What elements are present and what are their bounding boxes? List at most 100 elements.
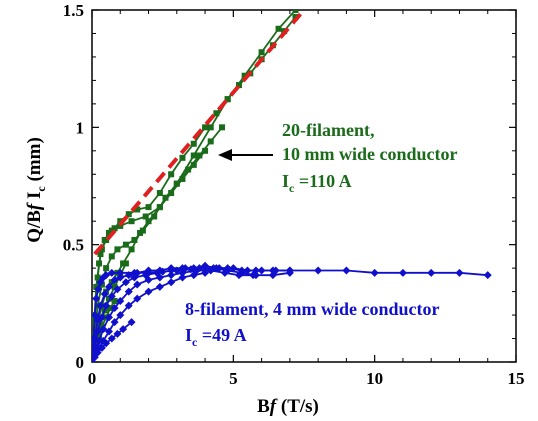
data-point [144, 275, 153, 284]
data-point [93, 327, 102, 336]
data-point [107, 305, 114, 312]
x-tick-label: 10 [366, 369, 383, 388]
data-point [268, 271, 277, 280]
data-point [178, 268, 187, 277]
data-point [128, 246, 135, 253]
data-point [258, 49, 265, 56]
data-point [167, 266, 176, 275]
data-point [110, 275, 119, 284]
data-point [105, 229, 112, 236]
data-point [103, 265, 110, 272]
data-point [121, 278, 130, 287]
y-axis-label: Q/Bf Ic (mm) [24, 137, 48, 243]
data-point [144, 287, 153, 296]
data-point [96, 301, 105, 310]
x-tick-label: 0 [88, 369, 97, 388]
data-point [94, 274, 101, 281]
data-point [125, 211, 132, 218]
data-point [190, 152, 197, 159]
data-point [105, 295, 112, 302]
data-point [202, 147, 209, 154]
x-tick-label: 5 [229, 369, 238, 388]
data-point [168, 171, 175, 178]
data-point [133, 280, 142, 289]
data-point [185, 166, 192, 173]
x-axis-label: Bf (T/s) [257, 396, 319, 417]
data-point [107, 292, 116, 301]
data-point [292, 10, 299, 13]
data-point [119, 325, 128, 334]
y-tick-label: 0 [76, 353, 85, 372]
data-point [127, 318, 136, 327]
data-point [104, 327, 113, 336]
data-point [116, 268, 125, 277]
data-point [116, 273, 125, 282]
data-point [455, 268, 464, 277]
data-point [110, 318, 119, 327]
plot-area [91, 9, 517, 363]
data-point [94, 285, 103, 294]
data-point [117, 218, 124, 225]
data-point [202, 124, 209, 131]
data-point [168, 190, 175, 197]
data-point [156, 190, 163, 197]
data-point [179, 154, 186, 161]
data-point [137, 229, 144, 236]
data-point [124, 287, 133, 296]
data-point [102, 271, 111, 280]
data-point [483, 271, 492, 280]
data-point [155, 273, 164, 282]
data-point [110, 304, 119, 313]
data-point [314, 266, 323, 275]
data-point [116, 311, 125, 320]
data-point [131, 236, 138, 243]
data-point [111, 297, 118, 304]
data-point [102, 301, 111, 310]
data-point [189, 271, 198, 280]
y-tick-label: 0.5 [63, 236, 84, 255]
data-point [102, 339, 111, 348]
data-point [107, 268, 116, 277]
data-point [133, 294, 142, 303]
data-point [142, 213, 149, 220]
data-point [104, 282, 113, 291]
data-point [124, 301, 133, 310]
annotation-blue-line1: 8-filament, 4 mm wide conductor [185, 299, 439, 319]
data-point [92, 311, 99, 320]
data-point [92, 341, 99, 350]
data-point [100, 289, 109, 298]
data-point [196, 152, 203, 159]
series-line [92, 264, 290, 362]
series-blue-11 [92, 318, 136, 362]
data-point [234, 271, 243, 280]
data-point [113, 329, 122, 338]
data-point [122, 241, 129, 248]
annotation-blue-ic: Ic =49 A [185, 325, 247, 349]
data-point [113, 285, 122, 294]
data-point [249, 271, 258, 280]
annotation-20-filament: 20-filament, 10 mm wide conductor Ic =11… [282, 120, 457, 195]
fit-line [93, 10, 306, 256]
data-point [213, 110, 220, 117]
data-point [111, 283, 118, 290]
annotation-8-filament: 8-filament, 4 mm wide conductor Ic =49 A [185, 299, 439, 349]
data-point [108, 253, 115, 260]
data-point [268, 266, 277, 275]
data-point [201, 268, 210, 277]
data-point [107, 334, 116, 343]
data-point [207, 124, 214, 131]
data-point [190, 161, 197, 168]
annotation-green-line2: 10 mm wide conductor [282, 144, 457, 164]
data-point [114, 246, 121, 253]
data-point [99, 325, 108, 334]
arrow-annotation [218, 149, 273, 161]
data-point [92, 353, 99, 362]
data-point [101, 236, 108, 243]
data-point [275, 25, 282, 32]
data-point [134, 206, 141, 213]
data-point [92, 294, 101, 303]
data-point [93, 348, 102, 357]
annotation-green-line1: 20-filament, [282, 120, 374, 140]
data-point [219, 124, 226, 131]
